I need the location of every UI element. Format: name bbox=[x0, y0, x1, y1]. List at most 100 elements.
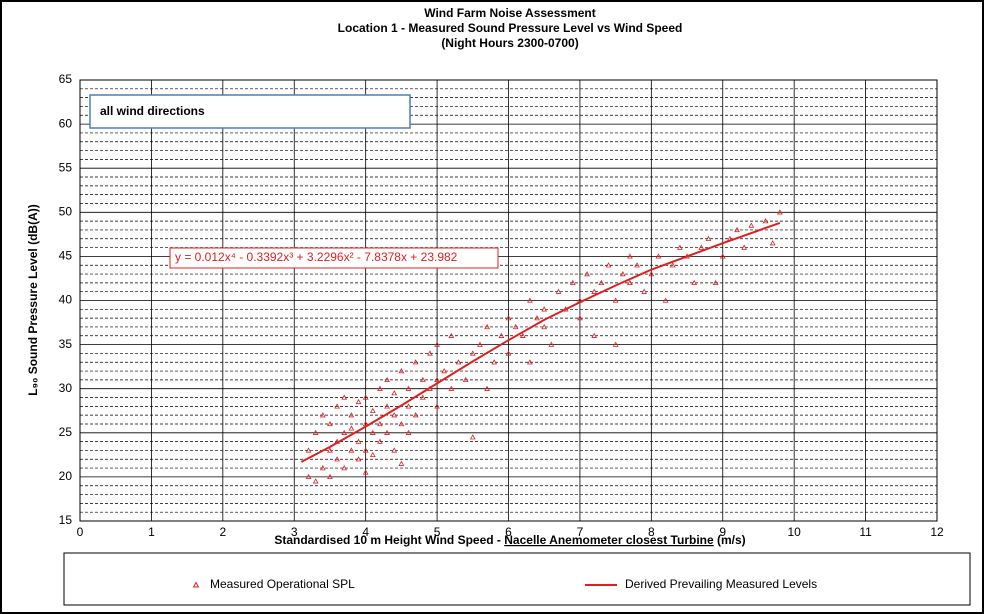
data-point bbox=[734, 226, 740, 233]
y-tick-label: 50 bbox=[59, 204, 73, 218]
data-point bbox=[405, 385, 412, 391]
data-point bbox=[319, 465, 326, 471]
data-point bbox=[477, 341, 483, 347]
data-point bbox=[327, 473, 333, 480]
data-point bbox=[427, 350, 433, 356]
annotation: all wind directions bbox=[100, 104, 205, 118]
data-point bbox=[348, 412, 355, 418]
data-point bbox=[484, 385, 490, 391]
data-point bbox=[491, 359, 498, 365]
data-point bbox=[441, 368, 448, 374]
data-point bbox=[469, 434, 476, 440]
data-point bbox=[505, 315, 512, 321]
y-tick-label: 30 bbox=[59, 381, 73, 395]
data-point bbox=[384, 403, 390, 409]
data-point bbox=[391, 447, 398, 453]
legend-label: Derived Prevailing Measured Levels bbox=[625, 577, 817, 591]
data-point bbox=[391, 412, 398, 418]
data-point bbox=[705, 235, 712, 241]
data-point bbox=[419, 376, 426, 383]
data-point bbox=[412, 412, 419, 418]
y-tick-label: 15 bbox=[59, 513, 73, 527]
data-point bbox=[362, 447, 369, 453]
x-tick-label: 7 bbox=[577, 525, 584, 539]
data-point bbox=[384, 429, 390, 435]
chart-title: (Night Hours 2300-0700) bbox=[441, 36, 578, 50]
data-point bbox=[541, 323, 548, 330]
data-point bbox=[434, 341, 440, 347]
data-point bbox=[405, 403, 412, 409]
data-point bbox=[669, 262, 676, 268]
data-point bbox=[527, 359, 533, 365]
data-point bbox=[577, 315, 583, 321]
data-point bbox=[305, 447, 312, 453]
data-point bbox=[641, 288, 648, 294]
data-point bbox=[462, 376, 469, 383]
data-point bbox=[305, 473, 312, 480]
data-point bbox=[348, 425, 355, 431]
data-point bbox=[319, 412, 326, 418]
y-tick-label: 45 bbox=[59, 249, 73, 263]
data-point bbox=[369, 429, 376, 435]
data-point bbox=[391, 390, 398, 396]
data-point bbox=[627, 279, 633, 286]
data-point bbox=[419, 394, 426, 400]
equation: y = 0.012x⁴ - 0.3392x³ + 3.2296x² - 7.83… bbox=[175, 250, 458, 264]
data-point bbox=[341, 429, 348, 435]
y-tick-label: 35 bbox=[59, 337, 73, 351]
data-point bbox=[377, 438, 383, 444]
x-label-part: (m/s) bbox=[714, 533, 746, 547]
data-point bbox=[512, 323, 519, 330]
legend-box bbox=[63, 552, 971, 606]
data-point bbox=[369, 407, 376, 413]
plot-border bbox=[79, 79, 938, 522]
data-point bbox=[348, 447, 355, 453]
y-tick-label: 40 bbox=[59, 293, 73, 307]
data-point bbox=[612, 341, 619, 347]
data-point bbox=[498, 332, 505, 338]
legend-label: Measured Operational SPL bbox=[210, 577, 355, 591]
data-point bbox=[698, 244, 705, 250]
data-point bbox=[548, 341, 555, 347]
data-point bbox=[355, 438, 362, 444]
x-tick-label: 11 bbox=[859, 525, 872, 539]
data-point bbox=[334, 456, 340, 462]
y-tick-label: 65 bbox=[59, 72, 73, 86]
y-tick-label: 60 bbox=[59, 116, 73, 130]
fit-line bbox=[300, 221, 781, 463]
data-point bbox=[655, 253, 662, 259]
data-point bbox=[677, 244, 683, 250]
data-point bbox=[312, 429, 319, 435]
data-point bbox=[762, 218, 769, 224]
legend-swatch bbox=[192, 581, 200, 588]
data-point bbox=[519, 332, 526, 338]
data-point bbox=[355, 456, 362, 462]
data-point bbox=[398, 420, 405, 427]
data-point bbox=[312, 478, 319, 484]
data-point bbox=[769, 240, 776, 246]
x-tick-label: 9 bbox=[719, 525, 726, 539]
data-point bbox=[362, 394, 369, 400]
data-point bbox=[327, 447, 333, 453]
data-point bbox=[591, 288, 598, 294]
x-label-part: Standardised 10 m Height Wind Speed - bbox=[274, 533, 504, 547]
x-tick-label: 6 bbox=[505, 525, 512, 539]
x-tick-label: 8 bbox=[648, 525, 655, 539]
data-point bbox=[341, 465, 348, 471]
x-tick-label: 4 bbox=[362, 525, 369, 539]
chart-title: Wind Farm Noise Assessment bbox=[424, 6, 596, 20]
data-point bbox=[541, 306, 548, 312]
x-axis-label: Standardised 10 m Height Wind Speed - Na… bbox=[274, 533, 745, 547]
data-point bbox=[369, 451, 376, 458]
data-point bbox=[355, 398, 362, 405]
data-point bbox=[484, 323, 490, 330]
data-point bbox=[555, 288, 562, 294]
data-point bbox=[527, 297, 533, 303]
data-point bbox=[605, 262, 612, 268]
data-point bbox=[598, 279, 605, 286]
data-point bbox=[648, 271, 655, 277]
data-point bbox=[412, 359, 419, 365]
data-point bbox=[434, 376, 440, 383]
equation-box bbox=[169, 247, 499, 269]
data-point bbox=[591, 332, 598, 338]
